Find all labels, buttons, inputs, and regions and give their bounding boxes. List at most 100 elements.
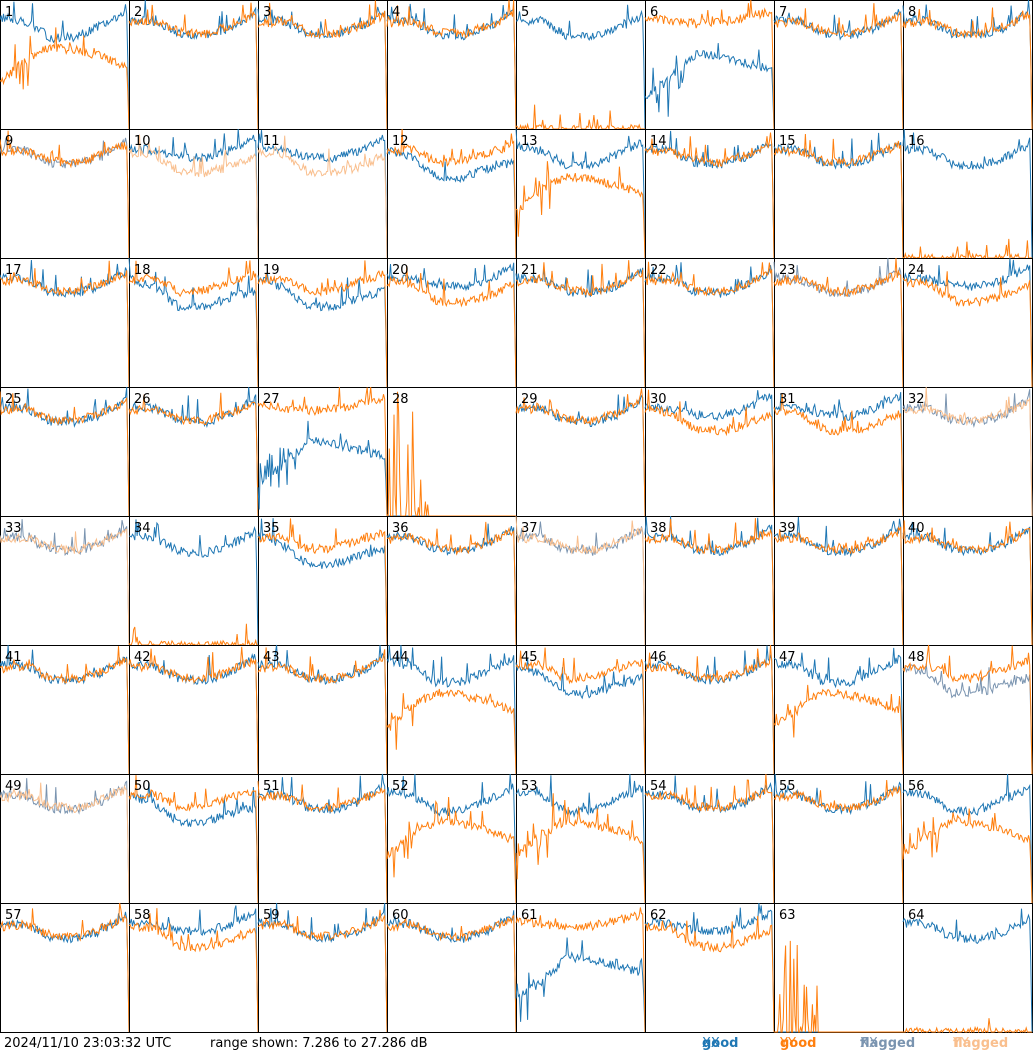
panel-label: 57 bbox=[5, 908, 22, 923]
series-yy-line bbox=[773, 684, 904, 775]
series-yy-line bbox=[515, 907, 646, 1033]
panel-23: 23 bbox=[773, 257, 904, 388]
series-yy-line bbox=[515, 516, 646, 646]
series-yy-line bbox=[773, 257, 904, 388]
panel-42: 42 bbox=[128, 645, 259, 775]
panel-45: 45 bbox=[515, 645, 646, 775]
panel-18: 18 bbox=[128, 257, 259, 388]
series-xx-line bbox=[515, 394, 646, 517]
panel-label: 30 bbox=[650, 392, 667, 407]
panel-label: 19 bbox=[263, 263, 280, 278]
panel-frame bbox=[645, 645, 775, 775]
series-yy-line bbox=[386, 128, 517, 259]
panel-frame bbox=[387, 0, 517, 130]
panel-label: 18 bbox=[134, 263, 151, 278]
panel-10: 10 bbox=[128, 128, 259, 259]
panel-2: 2 bbox=[128, 0, 259, 130]
panel-label: 20 bbox=[392, 263, 409, 278]
range-label: range shown: 7.286 to 27.286 dB bbox=[210, 1036, 428, 1051]
series-yy-line bbox=[902, 808, 1033, 904]
series-yy-line bbox=[515, 161, 646, 259]
panel-frame bbox=[258, 258, 388, 388]
panel-54: 54 bbox=[644, 773, 775, 904]
panel-frame bbox=[258, 129, 388, 259]
series-xx-line bbox=[773, 392, 904, 517]
panel-label: 35 bbox=[263, 521, 280, 536]
panel-label: 26 bbox=[134, 392, 151, 407]
series-yy-line bbox=[773, 393, 904, 517]
panel-label: 8 bbox=[908, 5, 916, 20]
series-yy-line bbox=[386, 265, 517, 388]
series-yy-line bbox=[386, 0, 517, 130]
panel-38: 38 bbox=[644, 515, 775, 646]
series-yy-line bbox=[257, 260, 388, 388]
panel-label: 42 bbox=[134, 650, 151, 665]
series-xx-line bbox=[0, 137, 130, 259]
panel-1: 1 bbox=[0, 0, 130, 130]
series-xx-line bbox=[386, 910, 517, 1033]
panel-19: 19 bbox=[257, 258, 388, 388]
series-yy-line bbox=[0, 130, 130, 259]
panel-59: 59 bbox=[257, 902, 388, 1033]
panel-label: 37 bbox=[521, 521, 538, 536]
panel-36: 36 bbox=[386, 516, 517, 646]
series-xx-line bbox=[902, 908, 1033, 1033]
series-yy-line bbox=[0, 391, 130, 517]
panel-label: 22 bbox=[650, 263, 667, 278]
series-xx-line bbox=[386, 773, 517, 904]
series-xx-line bbox=[644, 902, 775, 1033]
series-xx-line bbox=[128, 386, 259, 517]
series-yy-line bbox=[644, 518, 775, 646]
series-yy-line bbox=[0, 646, 130, 775]
series-xx-line bbox=[0, 778, 130, 904]
panel-14: 14 bbox=[644, 129, 775, 259]
panel-17: 17 bbox=[0, 258, 130, 388]
panel-label: 55 bbox=[779, 779, 796, 794]
panel-3: 3 bbox=[257, 0, 388, 130]
series-yy-line bbox=[128, 774, 259, 904]
timestamp: 2024/11/10 23:03:32 UTC bbox=[4, 1036, 172, 1051]
panel-44: 44 bbox=[386, 644, 517, 775]
series-xx-line bbox=[128, 519, 259, 646]
panel-26: 26 bbox=[128, 386, 259, 517]
panel-label: 61 bbox=[521, 908, 538, 923]
series-xx-line bbox=[257, 6, 388, 130]
series-xx-line bbox=[257, 130, 388, 259]
series-yy-line bbox=[257, 647, 388, 775]
panel-31: 31 bbox=[773, 387, 904, 517]
panel-7: 7 bbox=[773, 0, 904, 130]
panel-frame bbox=[129, 774, 259, 904]
panel-21: 21 bbox=[515, 258, 646, 388]
series-xx-line bbox=[257, 420, 388, 517]
panel-label: 28 bbox=[392, 392, 409, 407]
panel-47: 47 bbox=[773, 645, 904, 775]
series-yy-line bbox=[0, 782, 130, 904]
panel-12: 12 bbox=[386, 128, 517, 259]
series-yy-line bbox=[515, 647, 646, 775]
panel-label: 59 bbox=[263, 908, 280, 923]
series-yy-line bbox=[773, 3, 904, 130]
series-xx-line bbox=[902, 257, 1033, 388]
series-xx-line bbox=[386, 147, 517, 259]
series-yy-line bbox=[902, 7, 1033, 130]
panel-62: 62 bbox=[644, 902, 775, 1033]
series-xx-line bbox=[0, 1, 130, 130]
panel-27: 27 bbox=[257, 386, 388, 517]
panel-46: 46 bbox=[644, 644, 775, 775]
panel-11: 11 bbox=[257, 129, 388, 259]
panel-label: 5 bbox=[521, 5, 529, 20]
panel-label: 2 bbox=[134, 5, 142, 20]
panel-label: 49 bbox=[5, 779, 22, 794]
panel-64: 64 bbox=[902, 903, 1033, 1033]
series-xx-line bbox=[515, 773, 646, 904]
panel-label: 4 bbox=[392, 5, 400, 20]
panel-32: 32 bbox=[902, 386, 1033, 517]
series-yy-line bbox=[644, 132, 775, 259]
panel-13: 13 bbox=[515, 128, 646, 259]
panel-label: 39 bbox=[779, 521, 796, 536]
series-xx-line bbox=[902, 389, 1033, 517]
panel-label: 12 bbox=[392, 134, 409, 149]
series-yy-line bbox=[0, 528, 130, 646]
panel-label: 7 bbox=[779, 5, 787, 20]
